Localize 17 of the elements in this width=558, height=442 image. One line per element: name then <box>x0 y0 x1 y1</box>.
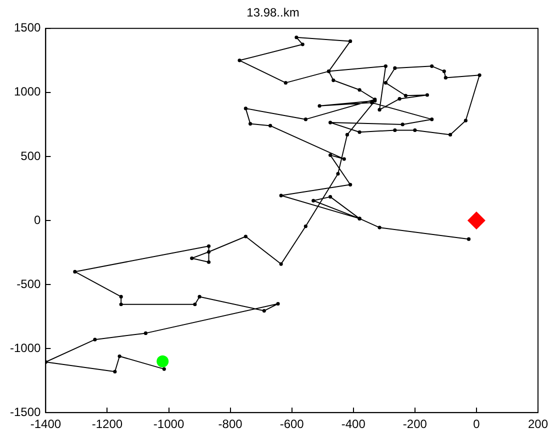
x-tick-label: 200 <box>528 417 548 432</box>
y-tick-label: -1500 <box>10 404 42 419</box>
x-tick-label: -1200 <box>92 417 123 432</box>
x-tick-label: -1000 <box>153 417 184 432</box>
chart-title: 13.98..km <box>246 6 300 20</box>
x-tick-label: -400 <box>341 417 366 432</box>
x-tick-label: -600 <box>280 417 304 432</box>
y-tick-label: -500 <box>16 276 42 291</box>
y-tick-label: 1000 <box>14 84 42 99</box>
y-tick-label: -1000 <box>10 340 42 355</box>
y-tick-label: 0 <box>34 212 42 227</box>
x-tick-label: -800 <box>218 417 243 432</box>
x-tick-label: -1400 <box>30 417 62 432</box>
y-tick-label: 500 <box>20 148 42 163</box>
x-tick-label: 0 <box>473 417 480 432</box>
x-tick-label: -200 <box>402 417 428 432</box>
y-tick-label: 1500 <box>14 20 42 35</box>
